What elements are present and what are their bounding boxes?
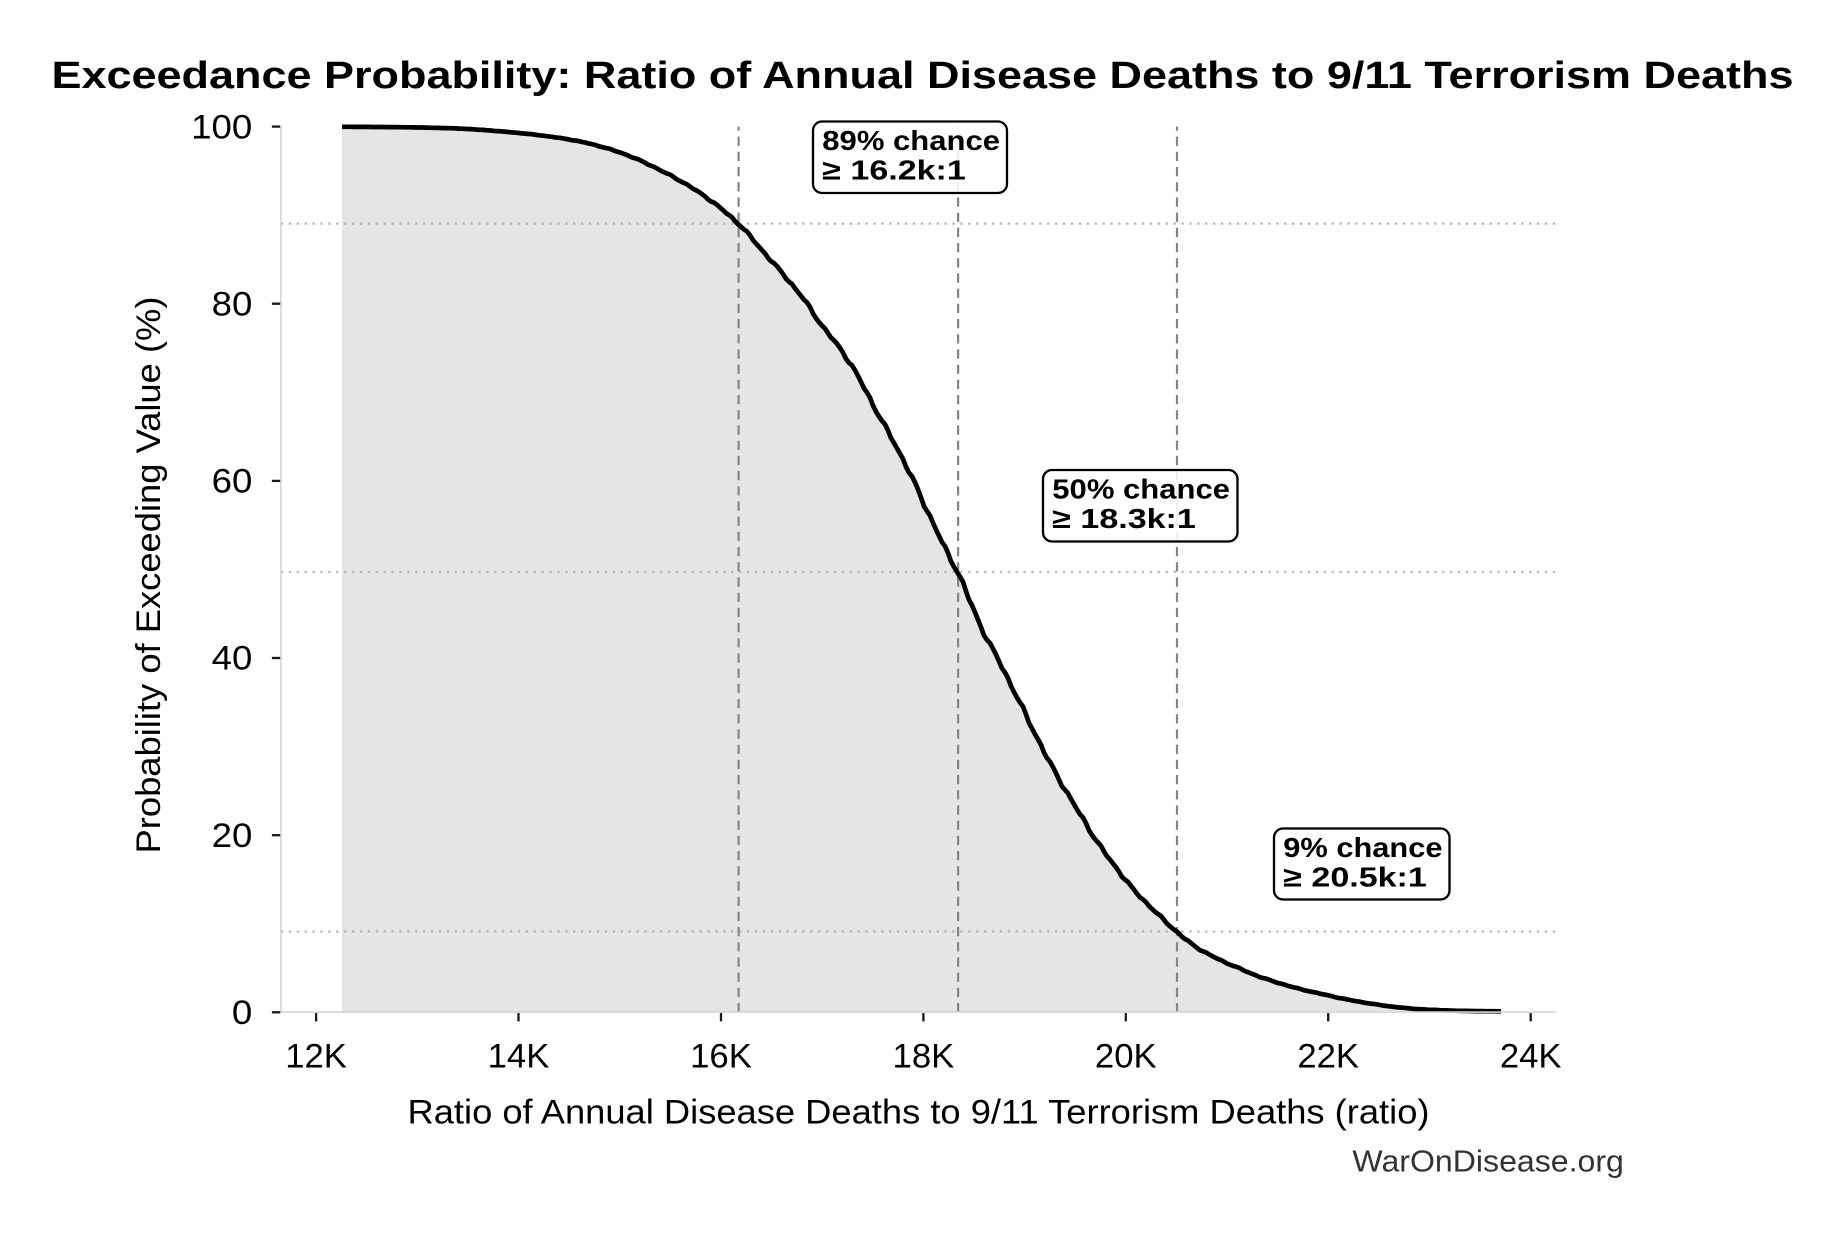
svg-text:12K: 12K	[285, 1037, 347, 1075]
svg-text:20K: 20K	[1095, 1037, 1157, 1075]
svg-text:60: 60	[212, 463, 253, 501]
svg-text:20: 20	[212, 817, 253, 855]
svg-text:89% chance: 89% chance	[822, 125, 1000, 156]
svg-text:≥ 16.2k:1: ≥ 16.2k:1	[822, 155, 966, 186]
svg-text:40: 40	[212, 640, 253, 678]
svg-text:100: 100	[191, 108, 252, 146]
svg-text:0: 0	[232, 994, 252, 1032]
svg-text:24K: 24K	[1500, 1037, 1562, 1075]
svg-text:Probability of Exceeding Value: Probability of Exceeding Value (%)	[130, 297, 168, 854]
svg-text:Ratio of Annual Disease Deaths: Ratio of Annual Disease Deaths to 9/11 T…	[408, 1094, 1430, 1132]
svg-text:9% chance: 9% chance	[1283, 832, 1442, 863]
svg-text:Exceedance Probability: Ratio: Exceedance Probability: Ratio of Annual …	[52, 55, 1794, 97]
svg-text:≥ 20.5k:1: ≥ 20.5k:1	[1283, 862, 1427, 893]
svg-text:≥ 18.3k:1: ≥ 18.3k:1	[1052, 503, 1196, 534]
svg-text:80: 80	[212, 285, 253, 323]
svg-text:14K: 14K	[488, 1037, 550, 1075]
svg-text:16K: 16K	[690, 1037, 752, 1075]
svg-text:50% chance: 50% chance	[1052, 474, 1230, 505]
svg-text:22K: 22K	[1297, 1037, 1359, 1075]
svg-text:18K: 18K	[893, 1037, 955, 1075]
svg-text:WarOnDisease.org: WarOnDisease.org	[1352, 1143, 1624, 1178]
